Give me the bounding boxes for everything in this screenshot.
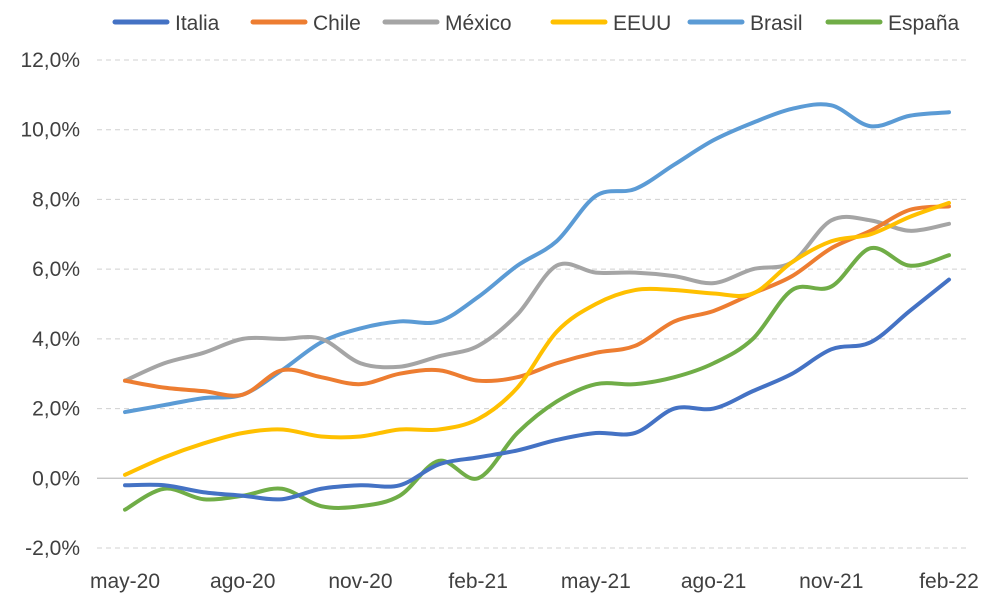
legend-item-chile: Chile <box>250 12 361 35</box>
legend-label: España <box>888 12 960 35</box>
x-tick-label: ago-21 <box>681 570 746 593</box>
x-tick-label: ago-20 <box>210 570 275 593</box>
series-line-chile <box>123 204 951 398</box>
legend-item-eeuu: EEUU <box>550 12 671 35</box>
series-line-espana <box>123 245 951 512</box>
x-tick-label: feb-21 <box>448 570 508 593</box>
legend-label: EEUU <box>613 12 671 35</box>
y-tick-label: 12,0% <box>20 49 80 72</box>
legend-item-italia: Italia <box>112 12 220 35</box>
legend-item-espana: España <box>825 12 960 35</box>
legend-item-mexico: México <box>382 12 512 35</box>
y-tick-label: 8,0% <box>32 188 80 211</box>
x-tick-label: feb-22 <box>919 570 979 593</box>
gridlines <box>97 59 968 549</box>
x-tick-label: may-20 <box>90 570 160 593</box>
legend-item-brasil: Brasil <box>687 12 803 35</box>
series-lines <box>123 102 951 512</box>
legend-label: Chile <box>313 12 361 35</box>
legend-label: Italia <box>175 12 220 35</box>
y-tick-label: 4,0% <box>32 328 80 351</box>
y-tick-label: 0,0% <box>32 467 80 490</box>
x-tick-label: may-21 <box>561 570 631 593</box>
x-tick-label: nov-21 <box>799 570 863 593</box>
y-tick-label: 2,0% <box>32 398 80 421</box>
y-tick-label: 6,0% <box>32 258 80 281</box>
legend-label: Brasil <box>750 12 803 35</box>
series-line-brasil <box>123 102 951 415</box>
y-tick-label: 10,0% <box>20 119 80 142</box>
series-line-eeuu <box>123 200 951 477</box>
y-tick-label: -2,0% <box>25 537 80 560</box>
y-axis-ticks: -2,0% 0,0% 2,0% 4,0% 6,0% 8,0% 10,0% 12,0% <box>20 49 80 560</box>
legend-label: México <box>445 12 512 35</box>
series-line-italia <box>123 277 951 502</box>
x-axis-ticks: may-20 ago-20 nov-20 feb-21 may-21 ago-21 nov-… <box>90 570 979 593</box>
x-tick-label: nov-20 <box>328 570 392 593</box>
series-line-mexico <box>123 214 951 383</box>
legend: Italia Chile México EEUU Brasil España <box>112 12 960 35</box>
